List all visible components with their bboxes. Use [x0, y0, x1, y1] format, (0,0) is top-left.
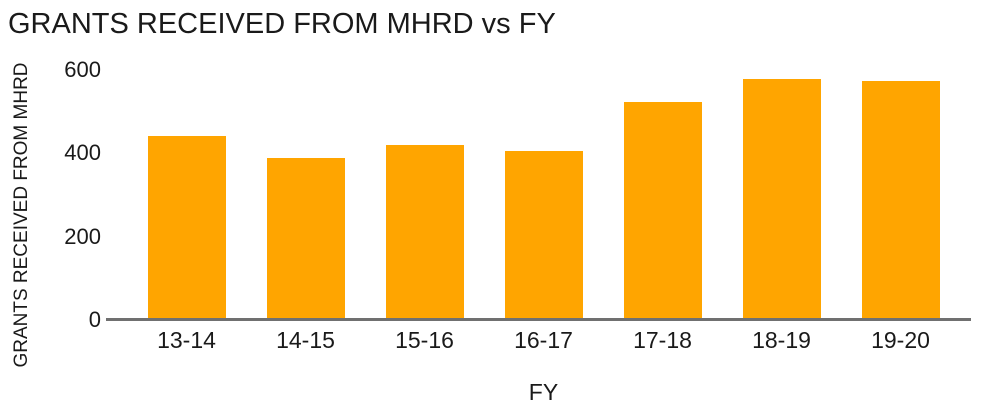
- bar-13-14: [147, 135, 226, 320]
- plot-area: [127, 0, 960, 320]
- bar-15-16: [385, 145, 464, 320]
- bar-slot-14-15: [246, 0, 365, 320]
- y-tick-label-0: 0: [88, 307, 101, 332]
- bar-18-19: [742, 79, 821, 320]
- bar-slot-13-14: [127, 0, 246, 320]
- x-axis-tick-labels: 13-14 14-15 15-16 16-17 17-18 18-19 19-20: [127, 329, 960, 352]
- x-tick-label-13-14: 13-14: [157, 327, 216, 353]
- bar-16-17: [504, 151, 583, 320]
- chart-title: GRANTS RECEIVED FROM MHRD vs FY: [8, 8, 556, 40]
- x-tick-label-16-17: 16-17: [514, 327, 573, 353]
- bar-slot-15-16: [365, 0, 484, 320]
- y-tick-label-600: 600: [64, 57, 101, 82]
- x-tick-label-17-18: 17-18: [633, 327, 692, 353]
- bar-17-18: [623, 102, 702, 320]
- bar-slot-17-18: [603, 0, 722, 320]
- x-tick-label-18-19: 18-19: [752, 327, 811, 353]
- bar-slot-18-19: [722, 0, 841, 320]
- y-tick-label-400: 400: [64, 140, 101, 166]
- bar-19-20: [861, 80, 940, 320]
- x-tick-label-14-15: 14-15: [276, 327, 335, 353]
- y-axis-tick-labels: 0 200 400 600: [0, 0, 101, 412]
- bar-14-15: [266, 157, 345, 320]
- x-axis-title: FY: [528, 379, 559, 405]
- x-tick-label-15-16: 15-16: [395, 327, 454, 353]
- x-tick-label-19-20: 19-20: [871, 327, 930, 353]
- x-axis-line: [106, 318, 971, 321]
- bar-slot-19-20: [841, 0, 960, 320]
- bar-slot-16-17: [484, 0, 603, 320]
- y-tick-label-200: 200: [64, 223, 101, 249]
